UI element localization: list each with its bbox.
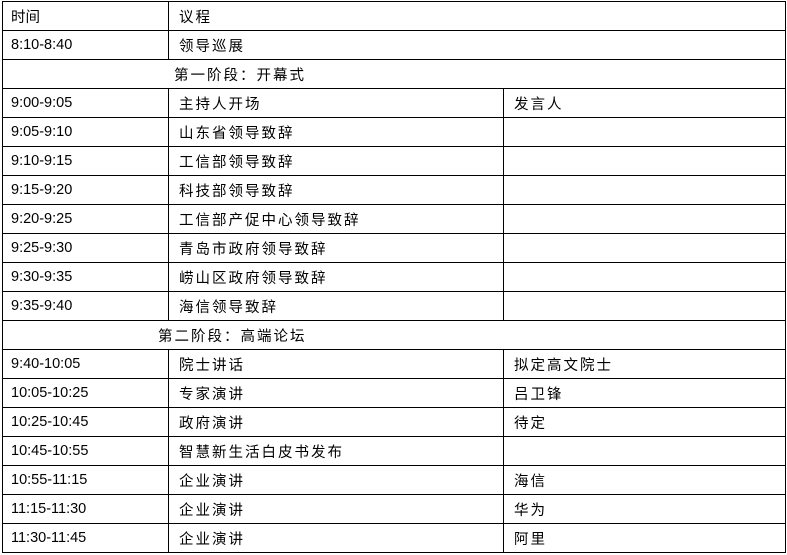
- table-row: 9:30-9:35 崂山区政府领导致辞: [2, 262, 786, 292]
- stage1-title: 第一阶段：开幕式: [174, 67, 306, 84]
- stage2-row: 第二阶段：高端论坛: [2, 320, 786, 350]
- time-cell: 9:20-9:25: [2, 204, 169, 234]
- agenda-cell: 企业演讲: [168, 523, 504, 553]
- table-row: 9:25-9:30 青岛市政府领导致辞: [2, 233, 786, 263]
- speaker-cell: [503, 146, 786, 176]
- header-row: 时间 议程: [2, 1, 786, 31]
- speaker-cell: [503, 233, 786, 263]
- table-row: 11:30-11:45 企业演讲 阿里: [2, 523, 786, 553]
- time-cell: 10:05-10:25: [2, 378, 169, 408]
- agenda-cell: 主持人开场: [168, 88, 504, 118]
- agenda-cell: 海信领导致辞: [168, 291, 504, 321]
- time-cell: 11:30-11:45: [2, 523, 169, 553]
- agenda-cell: 智慧新生活白皮书发布: [168, 436, 504, 466]
- time-cell: 10:55-11:15: [2, 465, 169, 495]
- table-row: 10:45-10:55 智慧新生活白皮书发布: [2, 436, 786, 466]
- agenda-cell: 院士讲话: [168, 349, 504, 379]
- table-row: 9:10-9:15 工信部领导致辞: [2, 146, 786, 176]
- time-cell: 9:35-9:40: [2, 291, 169, 321]
- agenda-cell: 崂山区政府领导致辞: [168, 262, 504, 292]
- table-row: 10:55-11:15 企业演讲 海信: [2, 465, 786, 495]
- speaker-cell: [503, 204, 786, 234]
- speaker-cell: [503, 175, 786, 205]
- table-row: 8:10-8:40 领导巡展: [2, 30, 786, 60]
- table-row: 9:35-9:40 海信领导致辞: [2, 291, 786, 321]
- table-row: 9:00-9:05 主持人开场 发言人: [2, 88, 786, 118]
- stage2-title: 第二阶段：高端论坛: [158, 328, 307, 345]
- table-row: 9:20-9:25 工信部产促中心领导致辞: [2, 204, 786, 234]
- speaker-cell: [503, 291, 786, 321]
- speaker-cell: 吕卫锋: [503, 378, 786, 408]
- time-cell: 10:25-10:45: [2, 407, 169, 437]
- time-cell: 9:30-9:35: [2, 262, 169, 292]
- agenda-cell: 企业演讲: [168, 494, 504, 524]
- agenda-cell: 专家演讲: [168, 378, 504, 408]
- stage1-row: 第一阶段：开幕式: [2, 59, 786, 89]
- table-row: 11:15-11:30 企业演讲 华为: [2, 494, 786, 524]
- agenda-cell: 领导巡展: [168, 30, 786, 60]
- time-cell: 9:05-9:10: [2, 117, 169, 147]
- agenda-cell: 青岛市政府领导致辞: [168, 233, 504, 263]
- agenda-cell: 政府演讲: [168, 407, 504, 437]
- time-cell: 11:15-11:30: [2, 494, 169, 524]
- table-row: 10:25-10:45 政府演讲 待定: [2, 407, 786, 437]
- time-cell: 9:25-9:30: [2, 233, 169, 263]
- speaker-cell: [503, 436, 786, 466]
- table-row: 9:05-9:10 山东省领导致辞: [2, 117, 786, 147]
- speaker-cell: 华为: [503, 494, 786, 524]
- speaker-cell: 阿里: [503, 523, 786, 553]
- agenda-cell: 工信部领导致辞: [168, 146, 504, 176]
- agenda-cell: 企业演讲: [168, 465, 504, 495]
- time-header: 时间: [2, 1, 169, 31]
- agenda-cell: 山东省领导致辞: [168, 117, 504, 147]
- agenda-header: 议程: [168, 1, 786, 31]
- time-cell: 9:10-9:15: [2, 146, 169, 176]
- time-cell: 9:15-9:20: [2, 175, 169, 205]
- time-cell: 8:10-8:40: [2, 30, 169, 60]
- speaker-cell: 发言人: [503, 88, 786, 118]
- speaker-cell: 待定: [503, 407, 786, 437]
- time-cell: 9:00-9:05: [2, 88, 169, 118]
- time-cell: 9:40-10:05: [2, 349, 169, 379]
- agenda-cell: 工信部产促中心领导致辞: [168, 204, 504, 234]
- table-row: 10:05-10:25 专家演讲 吕卫锋: [2, 378, 786, 408]
- table-row: 9:15-9:20 科技部领导致辞: [2, 175, 786, 205]
- speaker-cell: [503, 262, 786, 292]
- time-cell: 10:45-10:55: [2, 436, 169, 466]
- speaker-cell: 拟定高文院士: [503, 349, 786, 379]
- table-row: 9:40-10:05 院士讲话 拟定高文院士: [2, 349, 786, 379]
- speaker-cell: [503, 117, 786, 147]
- agenda-cell: 科技部领导致辞: [168, 175, 504, 205]
- speaker-cell: 海信: [503, 465, 786, 495]
